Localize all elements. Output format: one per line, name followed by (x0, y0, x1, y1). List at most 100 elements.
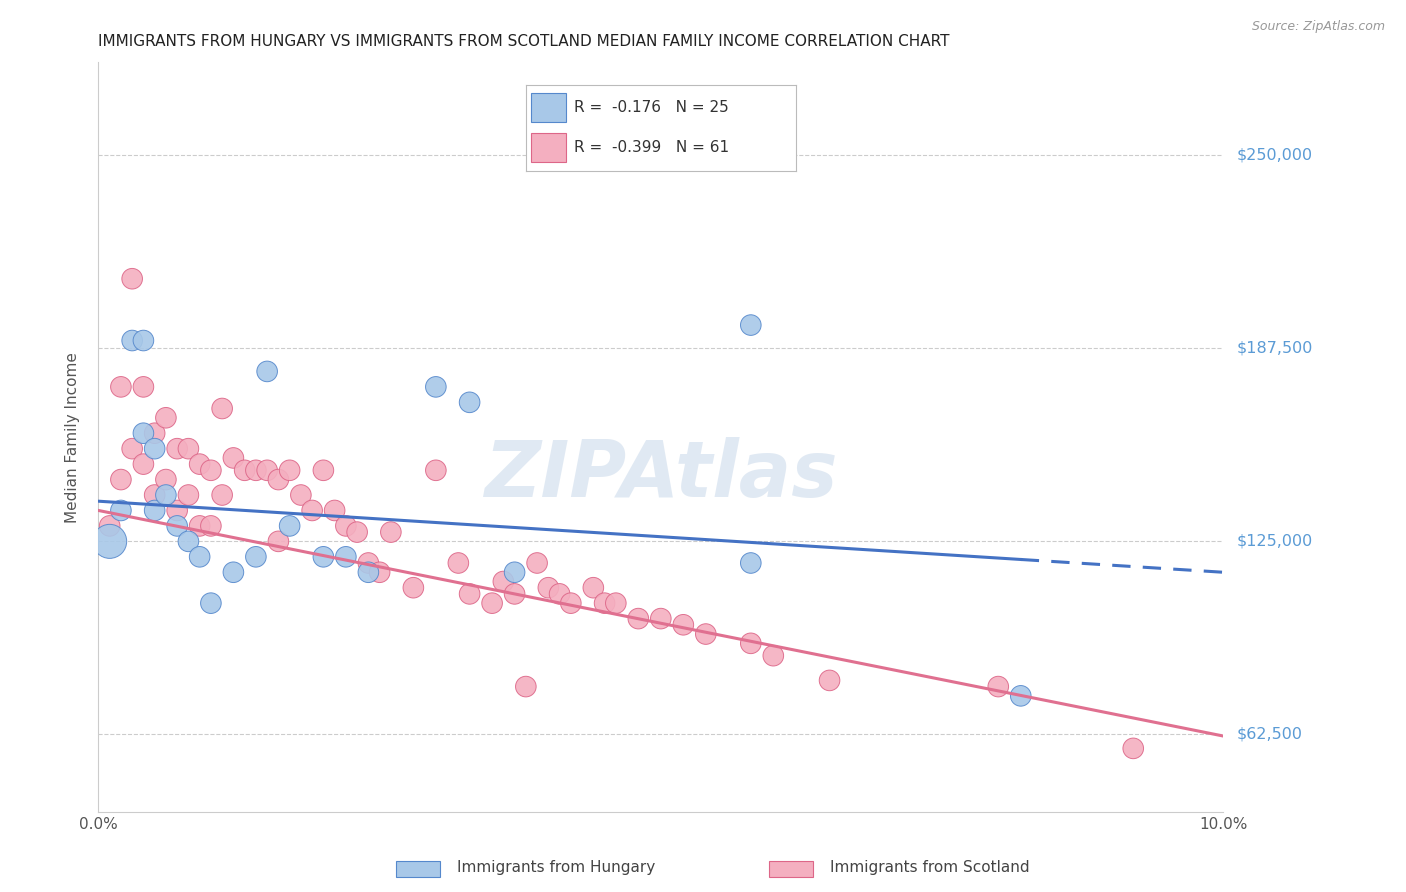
Point (143, 426, 166, 441)
Point (515, 680, 537, 694)
Point (267, 534, 290, 549)
Point (503, 587, 526, 601)
Point (177, 488, 200, 502)
Point (188, 549, 211, 564)
Point (245, 463, 267, 477)
Point (762, 648, 785, 663)
Point (335, 549, 357, 564)
Bar (769, 861, 813, 877)
Point (582, 581, 605, 595)
Point (458, 395, 481, 409)
Point (560, 596, 582, 610)
Point (155, 488, 177, 502)
Bar (396, 861, 440, 877)
Point (447, 556, 470, 570)
Point (222, 566, 245, 580)
Point (132, 380, 155, 394)
Point (211, 488, 233, 502)
Text: Immigrants from Scotland: Immigrants from Scotland (830, 860, 1029, 874)
Point (740, 636, 762, 650)
Point (458, 587, 481, 601)
Point (121, 442, 143, 456)
Point (1122, 741, 1144, 756)
Point (503, 566, 526, 580)
Point (301, 503, 323, 517)
Point (132, 457, 155, 471)
Point (177, 534, 200, 549)
Point (740, 556, 762, 570)
Point (188, 519, 211, 533)
Point (402, 581, 425, 595)
Point (1010, 689, 1032, 703)
Point (695, 627, 717, 641)
Point (155, 410, 177, 425)
Point (98, 519, 121, 533)
Point (368, 566, 391, 580)
Point (357, 556, 380, 570)
Point (650, 612, 672, 626)
FancyBboxPatch shape (531, 93, 567, 122)
FancyBboxPatch shape (531, 133, 567, 162)
Point (200, 463, 222, 477)
Point (267, 473, 290, 487)
Point (245, 549, 267, 564)
Point (740, 318, 762, 332)
Point (312, 549, 335, 564)
Point (143, 488, 166, 502)
Point (357, 566, 380, 580)
Text: $187,500: $187,500 (1237, 341, 1313, 356)
Point (346, 525, 368, 540)
Point (278, 519, 301, 533)
Point (290, 488, 312, 502)
Point (121, 334, 143, 348)
Text: $125,000: $125,000 (1237, 533, 1313, 549)
Text: $62,500: $62,500 (1237, 727, 1303, 742)
Point (526, 556, 548, 570)
Point (627, 612, 650, 626)
Point (537, 581, 560, 595)
Point (166, 442, 188, 456)
Point (110, 503, 132, 517)
Point (200, 519, 222, 533)
Point (312, 463, 335, 477)
Point (605, 596, 627, 610)
Point (200, 596, 222, 610)
Point (380, 525, 402, 540)
Point (177, 442, 200, 456)
Point (335, 519, 357, 533)
Point (166, 503, 188, 517)
Point (987, 680, 1010, 694)
Point (278, 463, 301, 477)
Point (166, 519, 188, 533)
Text: R =  -0.399   N = 61: R = -0.399 N = 61 (575, 140, 730, 155)
Point (132, 426, 155, 441)
Point (155, 473, 177, 487)
Point (143, 442, 166, 456)
Y-axis label: Median Family Income: Median Family Income (65, 351, 80, 523)
Text: R =  -0.176   N = 25: R = -0.176 N = 25 (575, 100, 730, 115)
Point (548, 587, 571, 601)
Point (211, 401, 233, 416)
Point (425, 463, 447, 477)
Point (222, 450, 245, 465)
Text: Immigrants from Hungary: Immigrants from Hungary (457, 860, 655, 874)
Point (818, 673, 841, 688)
Point (98, 534, 121, 549)
Point (492, 574, 515, 589)
Point (672, 617, 695, 632)
Point (256, 463, 278, 477)
Point (323, 503, 346, 517)
Text: Source: ZipAtlas.com: Source: ZipAtlas.com (1251, 20, 1385, 33)
Point (188, 457, 211, 471)
Point (481, 596, 503, 610)
Text: ZIPAtlas: ZIPAtlas (484, 436, 838, 513)
Point (593, 596, 616, 610)
Point (143, 503, 166, 517)
Point (121, 271, 143, 285)
Point (132, 334, 155, 348)
Point (110, 473, 132, 487)
Text: IMMIGRANTS FROM HUNGARY VS IMMIGRANTS FROM SCOTLAND MEDIAN FAMILY INCOME CORRELA: IMMIGRANTS FROM HUNGARY VS IMMIGRANTS FR… (98, 34, 950, 49)
Text: $250,000: $250,000 (1237, 148, 1313, 162)
Point (425, 380, 447, 394)
Point (256, 364, 278, 378)
